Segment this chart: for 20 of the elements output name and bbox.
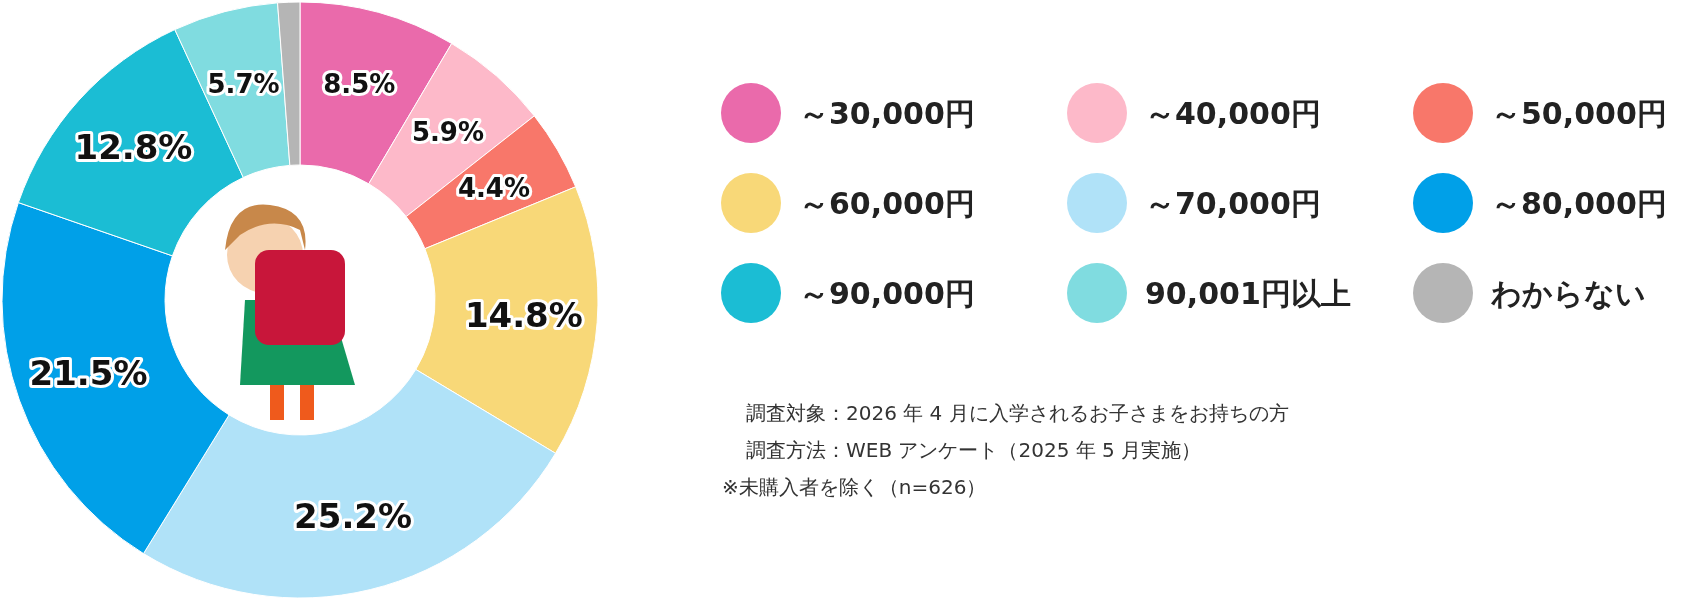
legend-label: ～90,000円 bbox=[799, 276, 975, 311]
text: 調査対象：2026 年 4 月に入学されるお子さまをお持ちの方 bbox=[746, 401, 1289, 425]
data-label: 5.7% bbox=[207, 68, 280, 99]
text: 調査方法：WEB アンケート（2025 年 5 月実施） bbox=[746, 438, 1202, 462]
data-label: 4.4% bbox=[457, 172, 531, 203]
data-label: 25.2% bbox=[294, 496, 413, 537]
legend-label: ～60,000円 bbox=[799, 186, 975, 221]
data-label: 21.5% bbox=[29, 353, 148, 394]
legend-label: わからない bbox=[1491, 276, 1646, 311]
data-label: 14.8% bbox=[464, 294, 583, 335]
data-label: 12.8% bbox=[74, 127, 193, 168]
legend-label: ～80,000円 bbox=[1491, 186, 1667, 221]
legend-label: ～70,000円 bbox=[1145, 186, 1321, 221]
data-label: 8.5% bbox=[323, 69, 396, 100]
data-label: 5.9% bbox=[411, 117, 484, 148]
legend-label: ～30,000円 bbox=[799, 96, 975, 131]
legend-label: ～50,000円 bbox=[1491, 96, 1667, 131]
legend-label: 90,001円以上 bbox=[1145, 276, 1351, 311]
text: ※未購入者を除く（n=626） bbox=[722, 475, 987, 499]
legend-label: ～40,000円 bbox=[1145, 96, 1321, 131]
